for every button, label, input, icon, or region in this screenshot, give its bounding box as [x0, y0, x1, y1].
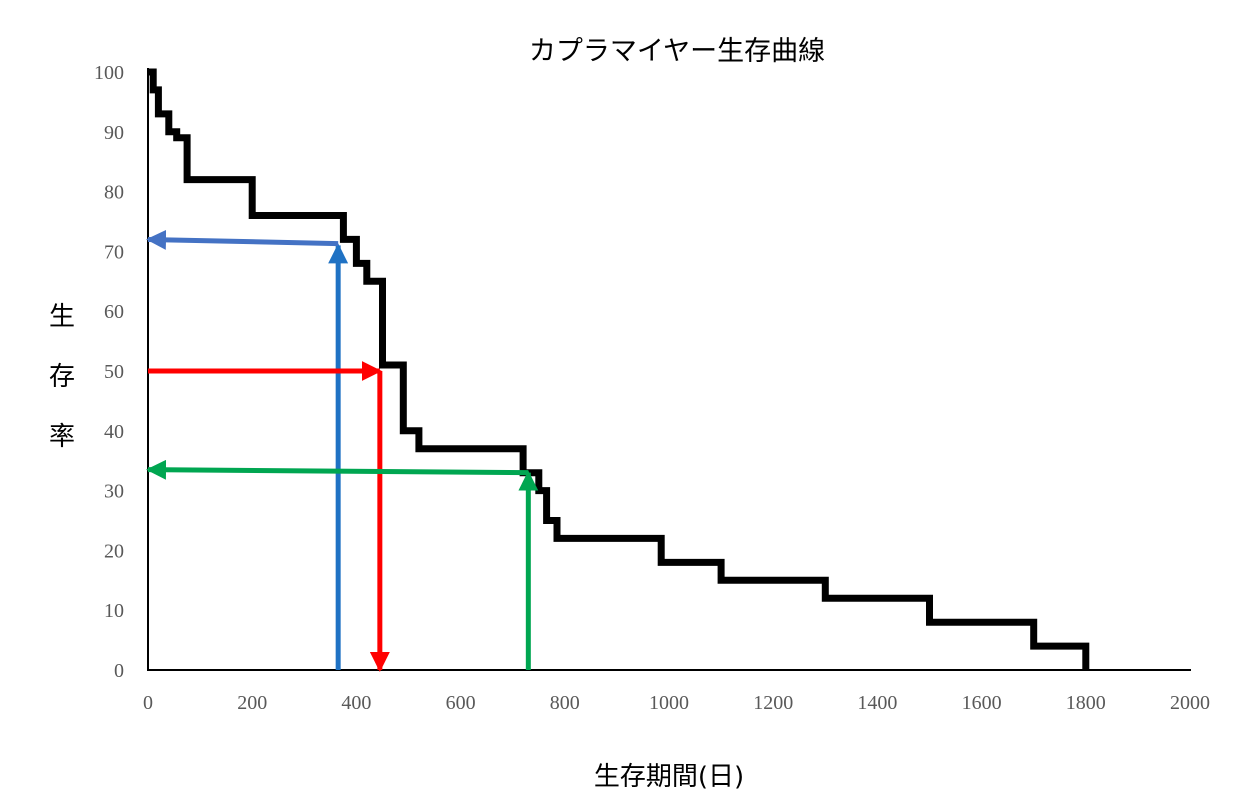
chart-title: カプラマイヤー生存曲線: [529, 36, 825, 67]
y-tick-label: 50: [104, 361, 124, 383]
x-tick-label: 1600: [962, 692, 1002, 714]
annotation-layer: [146, 229, 539, 672]
x-tick-label: 1200: [753, 692, 793, 714]
y-tick-label: 80: [104, 182, 124, 204]
y-tick-label: 30: [104, 481, 124, 503]
y-axis-label: 生存率: [49, 302, 75, 452]
y-tick-label: 10: [104, 600, 124, 622]
annotation-arrow: [146, 229, 339, 250]
x-tick-label: 400: [341, 692, 371, 714]
x-tick-label: 800: [550, 692, 580, 714]
x-tick-label: 600: [446, 692, 476, 714]
survival-curve: [148, 68, 1090, 670]
x-axis-label: 生存期間(日): [594, 762, 744, 792]
y-tick-label: 100: [94, 62, 124, 84]
x-tick-label: 0: [143, 692, 153, 714]
x-tick-label: 1000: [649, 692, 689, 714]
y-tick-label: 90: [104, 122, 124, 144]
y-tick-label: 40: [104, 421, 124, 443]
x-tick-label: 1800: [1066, 692, 1106, 714]
y-tick-label: 0: [114, 660, 124, 682]
x-tick-label: 200: [237, 692, 267, 714]
y-tick-labels: 0 10 20 30 40 50 60 70 80 90 100: [94, 62, 124, 682]
x-tick-labels: 0 200 400 600 800 1000 1200 1400 1600 1800 2000: [143, 692, 1210, 714]
x-tick-label: 2000: [1170, 692, 1210, 714]
y-axis-label-char: 生: [49, 302, 75, 332]
series-layer: [148, 68, 1090, 670]
x-tick-label: 1400: [857, 692, 897, 714]
annotation-arrow: [146, 459, 529, 480]
y-axis-label-char: 率: [49, 422, 75, 452]
y-tick-label: 60: [104, 301, 124, 323]
y-axis-label-char: 存: [49, 362, 75, 392]
y-tick-label: 20: [104, 540, 124, 562]
y-tick-label: 70: [104, 241, 124, 263]
